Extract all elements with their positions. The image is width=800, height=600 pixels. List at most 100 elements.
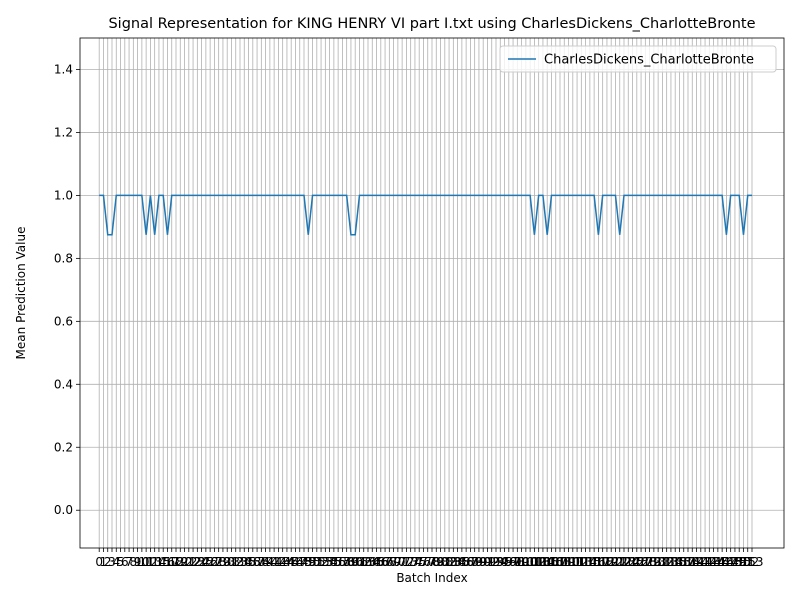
x-tick-label: 97 xyxy=(505,555,520,569)
x-tick-label: 9 xyxy=(134,555,142,569)
x-tick-label: 145 xyxy=(706,555,729,569)
x-tick-label: 22 xyxy=(185,555,200,569)
x-tick-label: 119 xyxy=(595,555,618,569)
x-tick-label: 16 xyxy=(160,555,175,569)
x-tick-label: 60 xyxy=(348,555,363,569)
x-tick-label: 3 xyxy=(108,555,116,569)
data-line xyxy=(99,194,752,236)
x-tick-label: 31 xyxy=(224,555,239,569)
x-tick-label: 80 xyxy=(433,555,448,569)
x-tick-label: 102 xyxy=(523,555,546,569)
x-tick-label: 57 xyxy=(335,555,350,569)
x-tick-label: 70 xyxy=(390,555,405,569)
x-tick-label: 68 xyxy=(382,555,397,569)
x-tick-label: 96 xyxy=(501,555,516,569)
x-tick-label: 144 xyxy=(702,555,725,569)
x-tick-label: 150 xyxy=(728,555,751,569)
x-tick-label: 127 xyxy=(630,555,653,569)
x-tick-label: 148 xyxy=(719,555,742,569)
x-tick-label: 99 xyxy=(514,555,529,569)
x-tick-label: 47 xyxy=(292,555,307,569)
x-tick-label: 136 xyxy=(668,555,691,569)
x-tick-label: 33 xyxy=(232,555,247,569)
x-tick-label: 83 xyxy=(446,555,461,569)
x-tick-label: 153 xyxy=(741,555,764,569)
x-tick-label: 36 xyxy=(245,555,260,569)
x-tick-label: 30 xyxy=(220,555,235,569)
x-tick-label: 128 xyxy=(634,555,657,569)
x-tick-label: 78 xyxy=(424,555,439,569)
x-tick-label: 89 xyxy=(471,555,486,569)
x-tick-label: 13 xyxy=(147,555,162,569)
x-tick-label: 121 xyxy=(604,555,627,569)
x-tick-label: 59 xyxy=(343,555,358,569)
x-tick-label: 40 xyxy=(262,555,277,569)
x-tick-label: 35 xyxy=(241,555,256,569)
x-tick-label: 75 xyxy=(412,555,427,569)
x-tick-label: 53 xyxy=(318,555,333,569)
x-tick-label: 86 xyxy=(458,555,473,569)
x-tick-label: 112 xyxy=(566,555,589,569)
x-tick-label: 125 xyxy=(621,555,644,569)
y-axis-label: Mean Prediction Value xyxy=(14,227,28,360)
x-tick-label: 105 xyxy=(536,555,559,569)
x-tick-label: 140 xyxy=(685,555,708,569)
x-tick-label: 23 xyxy=(190,555,205,569)
y-tick-label: 1.2 xyxy=(54,125,73,139)
x-tick-label: 132 xyxy=(651,555,674,569)
x-tick-label: 64 xyxy=(365,555,380,569)
x-tick-label: 49 xyxy=(301,555,316,569)
x-tick-label: 14 xyxy=(151,555,166,569)
x-tick-label: 32 xyxy=(228,555,243,569)
x-tick-label: 149 xyxy=(723,555,746,569)
x-tick-label: 10 xyxy=(134,555,149,569)
x-tick-label: 139 xyxy=(681,555,704,569)
x-tick-label: 141 xyxy=(689,555,712,569)
x-tick-label: 44 xyxy=(279,555,294,569)
x-tick-label: 81 xyxy=(437,555,452,569)
x-tick-label: 79 xyxy=(429,555,444,569)
x-tick-label: 134 xyxy=(659,555,682,569)
x-tick-label: 58 xyxy=(339,555,354,569)
x-tick-label: 130 xyxy=(642,555,665,569)
x-tick-label: 88 xyxy=(467,555,482,569)
x-tick-label: 84 xyxy=(450,555,465,569)
x-tick-label: 126 xyxy=(625,555,648,569)
x-tick-label: 151 xyxy=(732,555,755,569)
x-tick-label: 120 xyxy=(600,555,623,569)
x-tick-label: 0 xyxy=(95,555,103,569)
x-tick-label: 135 xyxy=(664,555,687,569)
x-tick-label: 92 xyxy=(484,555,499,569)
y-tick-label: 0.0 xyxy=(54,503,73,517)
x-tick-label: 17 xyxy=(164,555,179,569)
chart-title: Signal Representation for KING HENRY VI … xyxy=(108,16,755,32)
x-tick-label: 12 xyxy=(143,555,158,569)
axes-frame xyxy=(79,37,785,549)
y-tick-label: 0.2 xyxy=(54,440,73,454)
x-tick-label: 11 xyxy=(138,555,153,569)
x-tick-label: 82 xyxy=(441,555,456,569)
x-tick-label: 115 xyxy=(578,555,601,569)
x-tick-label: 117 xyxy=(587,555,610,569)
x-tick-label: 71 xyxy=(394,555,409,569)
x-tick-label: 137 xyxy=(672,555,695,569)
x-tick-label: 74 xyxy=(407,555,422,569)
x-tick-label: 27 xyxy=(207,555,222,569)
x-tick-label: 56 xyxy=(330,555,345,569)
x-tick-label: 94 xyxy=(493,555,508,569)
x-tick-label: 124 xyxy=(617,555,640,569)
x-tick-label: 95 xyxy=(497,555,512,569)
x-tick-label: 66 xyxy=(373,555,388,569)
x-tick-label: 8 xyxy=(130,555,138,569)
x-tick-label: 118 xyxy=(591,555,614,569)
x-axis-label: Batch Index xyxy=(396,571,467,585)
x-tick-label: 147 xyxy=(715,555,738,569)
x-tick-label: 69 xyxy=(386,555,401,569)
x-tick-label: 42 xyxy=(271,555,286,569)
x-tick-label: 65 xyxy=(369,555,384,569)
x-tick-label: 1 xyxy=(100,555,108,569)
legend-box xyxy=(499,45,777,73)
x-tick-label: 109 xyxy=(553,555,576,569)
x-tick-label: 5 xyxy=(117,555,125,569)
x-tick-label: 15 xyxy=(156,555,171,569)
